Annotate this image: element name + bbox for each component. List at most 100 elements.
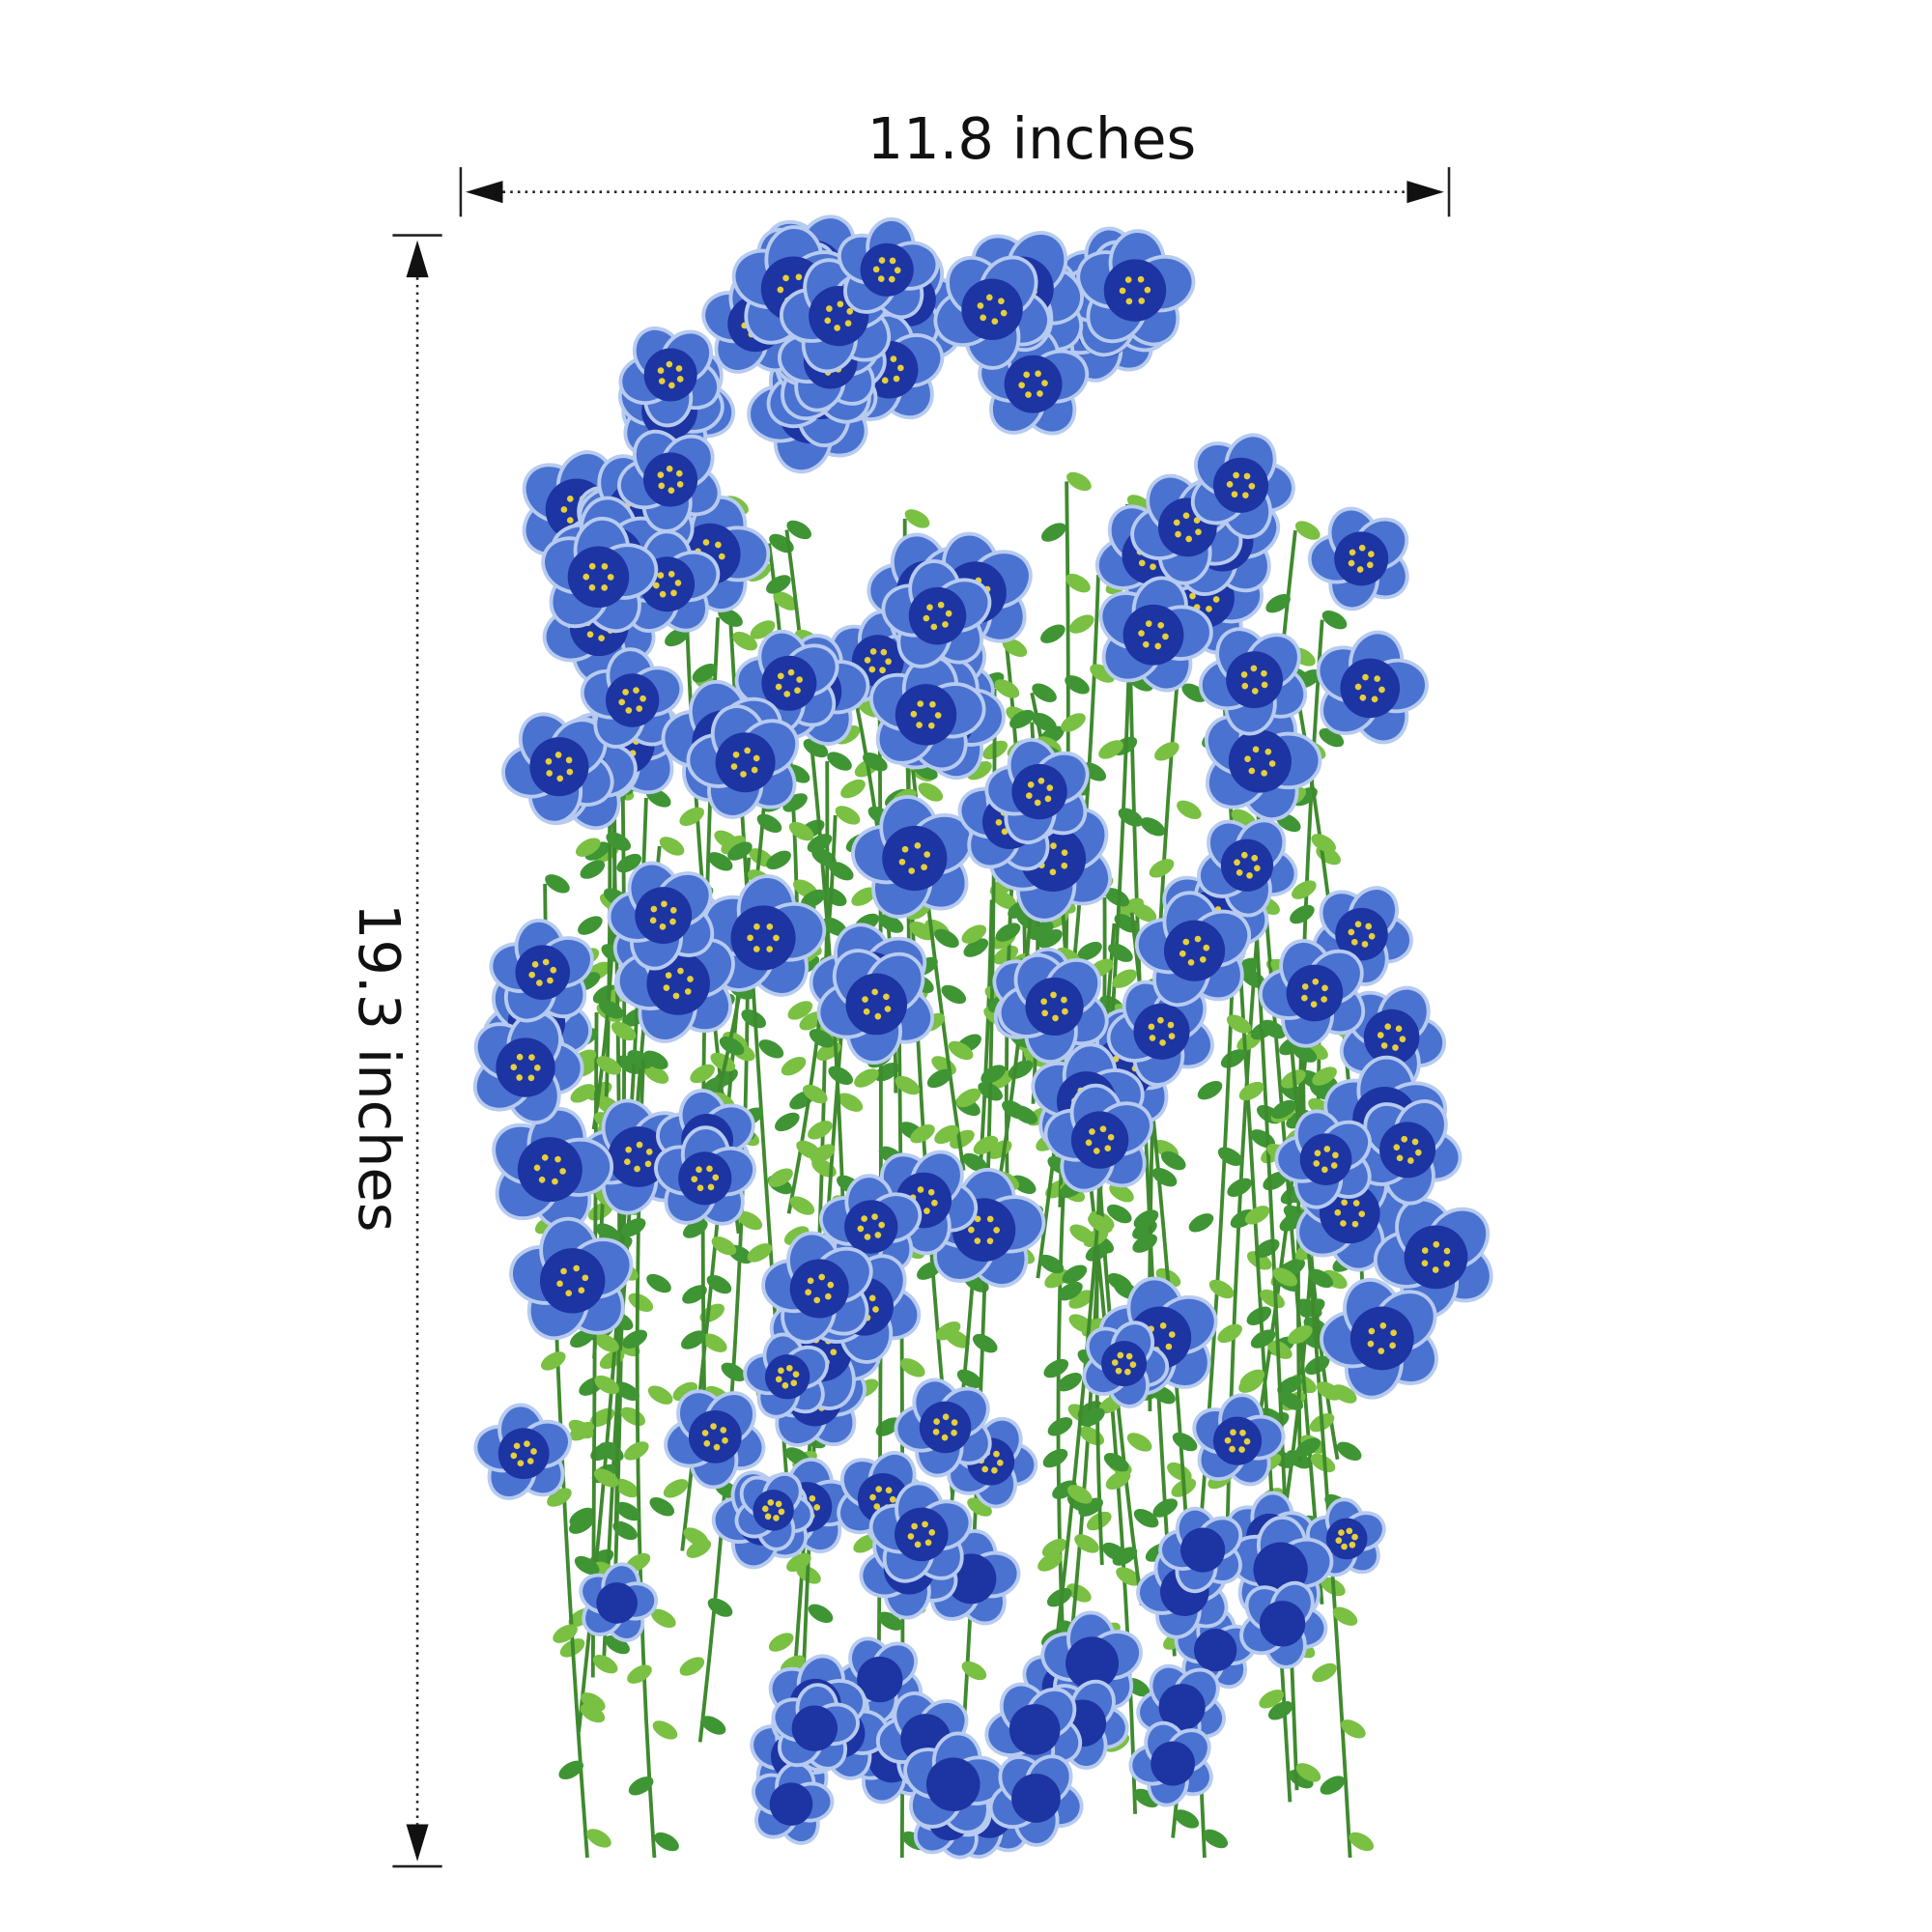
leaf [803,1084,828,1104]
leaf [1066,1583,1092,1603]
stamen [732,751,740,758]
leaf [1295,1763,1321,1782]
flower-center [715,732,776,793]
leaf [1133,1209,1159,1229]
stamen [861,1215,867,1222]
height-dimension: 19.3 inches [346,234,442,1868]
stamen [1052,1014,1059,1022]
leaf [647,1385,673,1405]
stamen [766,946,774,952]
leaf [1106,1204,1132,1224]
stamen [1025,391,1032,398]
stamen [665,972,672,979]
stamen [634,1165,640,1173]
stamen [1407,1157,1414,1164]
leaf [649,1497,675,1517]
leaf [827,752,852,771]
flower [903,1731,1007,1834]
flower-center [496,1037,555,1097]
stamen [1340,1220,1347,1227]
stamen [1241,682,1249,690]
flower-center [1334,531,1389,586]
stamen [781,1381,789,1389]
flower [997,952,1109,1065]
stamen [639,695,646,702]
stamen [761,1505,769,1513]
leaf [700,1716,726,1735]
leaf [710,1052,736,1072]
leaf [541,1351,566,1371]
stamen [879,667,886,674]
leaf [628,1776,654,1796]
stamen [510,1452,518,1460]
stamen [1243,472,1251,480]
stamen [862,996,868,1003]
leaf [1167,1462,1192,1482]
stamen [1231,491,1238,498]
leaf [973,1135,999,1155]
stamen [538,1176,546,1183]
stamen [531,961,539,968]
flower [761,1231,873,1345]
stamen [796,676,803,683]
flower-center [789,1259,849,1319]
stamen [778,1508,785,1516]
leaf [1102,1542,1127,1562]
flower-center [539,1248,606,1314]
leaf [1112,969,1137,988]
leaf [1160,1151,1186,1171]
stamen [668,570,675,578]
flower [1274,1109,1372,1209]
leaf [1261,1019,1286,1039]
leaf [1277,1376,1302,1395]
flower [1190,433,1295,539]
stamen [1301,983,1309,990]
flower-center [1009,1704,1061,1755]
stamen [663,984,670,991]
stamen [1018,382,1025,389]
flower-center [1379,1122,1436,1179]
leaf [611,1021,637,1041]
stamen [1150,563,1156,571]
stamen [993,1227,1000,1234]
leaf [643,1050,668,1070]
leaf [956,1369,982,1389]
leaf [692,664,718,683]
leaf [580,860,606,879]
stamen [1187,958,1195,966]
stamen [1189,592,1196,600]
leaf [934,1124,959,1145]
stamen [868,1294,876,1302]
leaf [918,782,944,802]
leaf [1217,1147,1243,1166]
leaf [1217,1323,1242,1344]
stamen [618,698,626,706]
leaf [1177,800,1202,820]
stamen [889,257,896,265]
stamen [923,614,930,622]
stamen [927,1188,935,1196]
flower-center [567,546,630,609]
stamen [661,900,668,908]
stamen [993,1450,1000,1458]
stamen [1338,1529,1345,1536]
stamen [1111,1359,1119,1366]
stamen [516,1053,524,1061]
stamen [1195,528,1202,536]
stamen [924,1539,932,1547]
leaf [1032,712,1057,732]
flower-center [857,1656,903,1703]
stamen [1421,1260,1429,1267]
leaf [646,1273,671,1293]
flower [1136,1663,1226,1753]
stamen [795,273,803,281]
leaf [1208,1279,1235,1299]
stamen [1044,795,1052,803]
stamen [670,589,677,597]
stamen [864,1234,871,1240]
flower-center [895,684,957,746]
arrow-head [406,1824,429,1861]
stamen [794,687,801,695]
leaf [1040,624,1065,643]
